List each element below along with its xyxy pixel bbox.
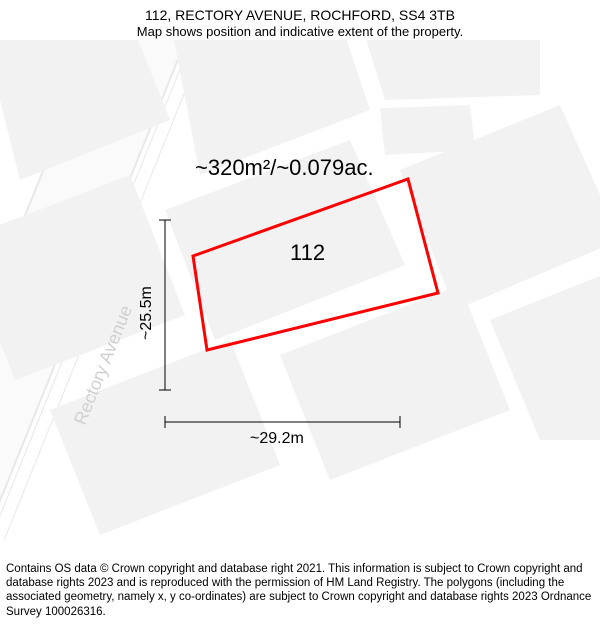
dim-height-label: ~25.5m	[138, 286, 156, 340]
page-subtitle: Map shows position and indicative extent…	[0, 24, 600, 41]
building-2	[360, 40, 540, 100]
header: 112, RECTORY AVENUE, ROCHFORD, SS4 3TB M…	[0, 0, 600, 41]
map-svg	[0, 40, 600, 540]
page-title: 112, RECTORY AVENUE, ROCHFORD, SS4 3TB	[0, 6, 600, 24]
map-area: Rectory Avenue ~320m²/~0.079ac. 112 ~25.…	[0, 40, 600, 540]
area-label: ~320m²/~0.079ac.	[195, 155, 374, 181]
dim-width-label: ~29.2m	[250, 430, 304, 448]
footer-copyright: Contains OS data © Crown copyright and d…	[6, 562, 594, 620]
page-root: 112, RECTORY AVENUE, ROCHFORD, SS4 3TB M…	[0, 0, 600, 625]
plot-number-label: 112	[290, 240, 325, 266]
